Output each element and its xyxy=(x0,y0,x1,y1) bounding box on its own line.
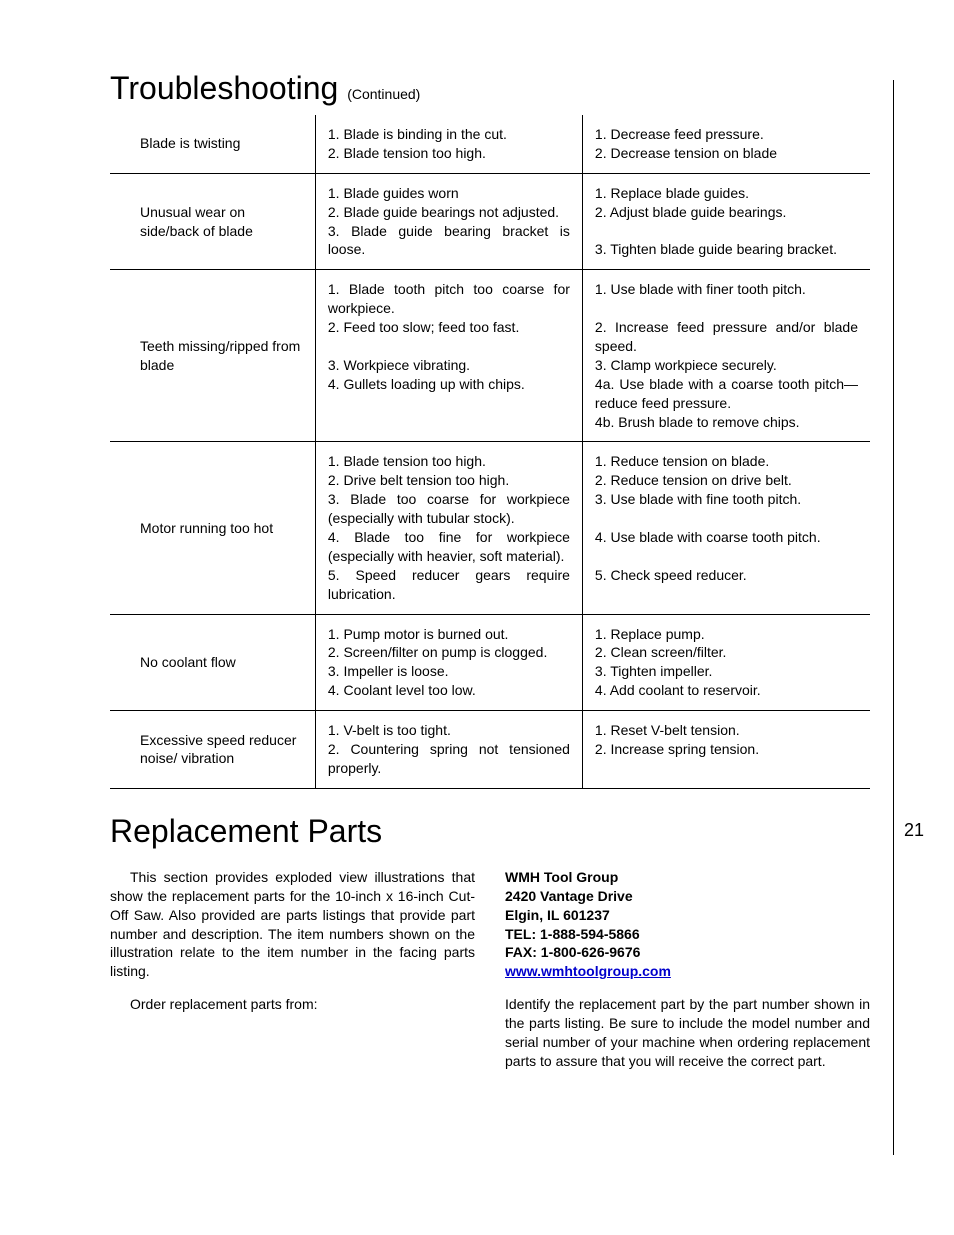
remedy-cell: 1. Replace pump. 2. Clean screen/filter.… xyxy=(582,614,870,711)
problem-cell: Motor running too hot xyxy=(110,442,315,614)
company-street: 2420 Vantage Drive xyxy=(505,888,633,904)
table-row: Teeth missing/ripped from blade1. Blade … xyxy=(110,270,870,442)
cause-cell: 1. Pump motor is burned out. 2. Screen/f… xyxy=(315,614,582,711)
remedy-cell: 1. Decrease feed pressure. 2. Decrease t… xyxy=(582,115,870,173)
problem-cell: Unusual wear on side/back of blade xyxy=(110,173,315,270)
table-row: Motor running too hot1. Blade tension to… xyxy=(110,442,870,614)
company-url-link[interactable]: www.wmhtoolgroup.com xyxy=(505,963,671,979)
cause-cell: 1. Blade is binding in the cut. 2. Blade… xyxy=(315,115,582,173)
company-name: WMH Tool Group xyxy=(505,869,618,885)
continued-label: (Continued) xyxy=(347,86,420,102)
problem-cell: Excessive speed reducer noise/ vibration xyxy=(110,711,315,789)
table-row: Unusual wear on side/back of blade1. Bla… xyxy=(110,173,870,270)
replacement-parts-columns: This section provides exploded view illu… xyxy=(110,868,870,1085)
replacement-intro-paragraph: This section provides exploded view illu… xyxy=(110,868,475,981)
company-tel: TEL: 1-888-594-5866 xyxy=(505,926,640,942)
replacement-right-column: WMH Tool Group 2420 Vantage Drive Elgin,… xyxy=(505,868,870,1085)
company-city: Elgin, IL 601237 xyxy=(505,907,610,923)
remedy-cell: 1. Use blade with finer tooth pitch. 2. … xyxy=(582,270,870,442)
identify-part-paragraph: Identify the replacement part by the par… xyxy=(505,995,870,1071)
table-row: No coolant flow1. Pump motor is burned o… xyxy=(110,614,870,711)
remedy-cell: 1. Replace blade guides. 2. Adjust blade… xyxy=(582,173,870,270)
table-row: Blade is twisting1. Blade is binding in … xyxy=(110,115,870,173)
problem-cell: No coolant flow xyxy=(110,614,315,711)
company-address: WMH Tool Group 2420 Vantage Drive Elgin,… xyxy=(505,868,870,981)
cause-cell: 1. V-belt is too tight. 2. Countering sp… xyxy=(315,711,582,789)
cause-cell: 1. Blade tension too high. 2. Drive belt… xyxy=(315,442,582,614)
troubleshooting-table: Blade is twisting1. Blade is binding in … xyxy=(110,115,870,789)
remedy-cell: 1. Reduce tension on blade. 2. Reduce te… xyxy=(582,442,870,614)
table-row: Excessive speed reducer noise/ vibration… xyxy=(110,711,870,789)
right-margin-rule xyxy=(893,80,894,1155)
replacement-left-column: This section provides exploded view illu… xyxy=(110,868,475,1085)
cause-cell: 1. Blade tooth pitch too coarse for work… xyxy=(315,270,582,442)
page-number: 21 xyxy=(904,820,924,841)
problem-cell: Blade is twisting xyxy=(110,115,315,173)
company-fax: FAX: 1-800-626-9676 xyxy=(505,944,640,960)
troubleshooting-heading: Troubleshooting (Continued) xyxy=(110,70,914,107)
order-from-paragraph: Order replacement parts from: xyxy=(110,995,475,1014)
replacement-parts-heading: Replacement Parts xyxy=(110,813,914,850)
troubleshooting-title: Troubleshooting xyxy=(110,70,338,106)
problem-cell: Teeth missing/ripped from blade xyxy=(110,270,315,442)
cause-cell: 1. Blade guides worn 2. Blade guide bear… xyxy=(315,173,582,270)
remedy-cell: 1. Reset V-belt tension. 2. Increase spr… xyxy=(582,711,870,789)
